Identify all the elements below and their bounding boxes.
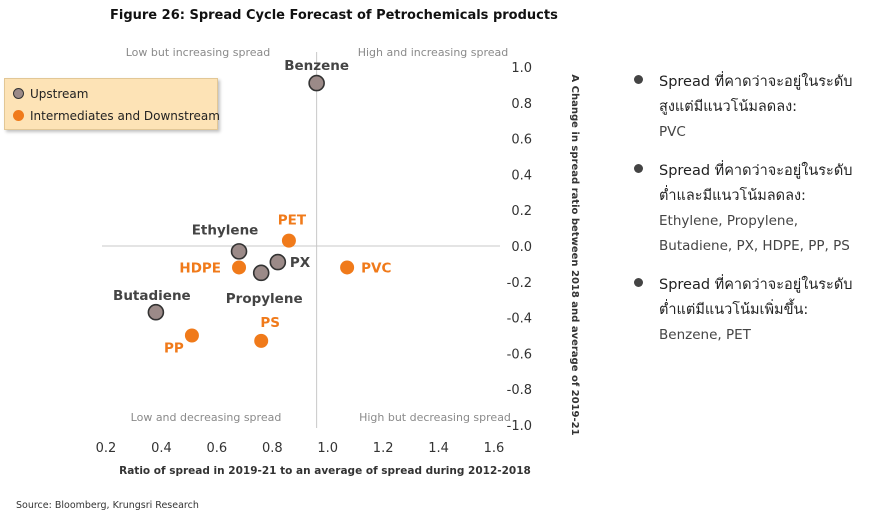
y-tick-label: 0.6 — [511, 133, 532, 148]
quadrant-label-bottom-right: High but decreasing spread — [359, 411, 511, 424]
point-propylene — [252, 264, 270, 282]
downstream-swatch — [13, 110, 24, 121]
note-item: Spread ที่คาดว่าจะอยู่ในระดับต่ำและมีแนว… — [632, 159, 864, 259]
point-label-butadiene: Butadiene — [113, 288, 191, 304]
x-axis-label: Ratio of spread in 2019-21 to an average… — [119, 465, 531, 477]
chart-legend: Upstream Intermediates and Downstream — [4, 78, 220, 130]
y-axis-ticks: 1.0 0.8 0.6 0.4 0.2 0.0 -0.2 -0.4 -0.6 -0.8 -1.0 — [507, 61, 532, 434]
y-tick-label: -1.0 — [507, 419, 532, 434]
x-tick-label: 1.2 — [373, 441, 394, 456]
data-points — [147, 74, 355, 348]
note-heading: Spread ที่คาดว่าจะอยู่ในระดับต่ำแต่มีแนว… — [659, 277, 853, 318]
x-tick-label: 0.8 — [262, 441, 283, 456]
point-label-pp: PP — [164, 341, 184, 357]
bullet-icon — [634, 278, 643, 287]
point-hdpe — [232, 260, 247, 275]
x-tick-label: 0.2 — [96, 441, 117, 456]
data-point-labels: Benzene Ethylene PX Propylene Butadiene PET HD… — [113, 58, 391, 356]
chart-title: Figure 26: Spread Cycle Forecast of Petr… — [110, 8, 558, 23]
y-tick-label: -0.2 — [507, 276, 532, 291]
point-label-ps: PS — [260, 315, 280, 331]
bullet-icon — [634, 164, 643, 173]
point-ethylene — [230, 243, 248, 260]
quadrant-label-top-right: High and increasing spread — [358, 46, 509, 59]
legend-label-downstream: Intermediates and Downstream — [30, 109, 220, 123]
legend-item-downstream: Intermediates and Downstream — [13, 108, 220, 124]
quadrant-label-top-left: Low but increasing spread — [126, 46, 271, 59]
y-tick-label: 0.2 — [511, 204, 532, 219]
x-tick-label: 0.4 — [151, 441, 172, 456]
y-tick-label: 0.8 — [511, 97, 532, 112]
note-products: Ethylene, Propylene, Butadiene, PX, HDPE… — [659, 213, 850, 254]
point-pet — [281, 233, 296, 248]
point-label-ethylene: Ethylene — [192, 222, 259, 238]
x-tick-label: 1.0 — [317, 441, 338, 456]
upstream-swatch — [13, 88, 24, 99]
x-axis-ticks: 0.2 0.4 0.6 0.8 1.0 1.2 1.4 1.6 — [96, 441, 505, 456]
y-tick-label: -0.6 — [507, 347, 532, 362]
point-label-px: PX — [290, 255, 311, 271]
quadrant-label-bottom-left: Low and decreasing spread — [131, 411, 282, 424]
y-tick-label: 0.4 — [511, 168, 532, 183]
legend-item-upstream: Upstream — [13, 86, 88, 102]
notes-list: Spread ที่คาดว่าจะอยู่ในระดับสูงแต่มีแนว… — [632, 70, 864, 362]
bullet-icon — [634, 75, 643, 84]
y-tick-label: -0.4 — [507, 312, 532, 327]
note-products: Benzene, PET — [659, 327, 751, 343]
y-axis-label: A Change in spread ratio between 2018 an… — [569, 74, 580, 435]
point-label-hdpe: HDPE — [179, 260, 221, 276]
point-label-propylene: Propylene — [226, 291, 303, 307]
x-tick-label: 0.6 — [207, 441, 228, 456]
quadrant-dividers — [102, 52, 500, 428]
point-label-benzene: Benzene — [284, 58, 349, 74]
x-tick-label: 1.4 — [428, 441, 449, 456]
y-tick-label: 0.0 — [511, 240, 532, 255]
note-item: Spread ที่คาดว่าจะอยู่ในระดับสูงแต่มีแนว… — [632, 70, 864, 145]
point-label-pet: PET — [278, 213, 307, 229]
point-px — [269, 253, 287, 271]
note-heading: Spread ที่คาดว่าจะอยู่ในระดับต่ำและมีแนว… — [659, 163, 853, 204]
source-note: Source: Bloomberg, Krungsri Research — [16, 500, 199, 511]
y-tick-label: -0.8 — [507, 383, 532, 398]
point-butadiene — [147, 303, 165, 321]
point-pvc — [340, 260, 355, 275]
point-ps — [254, 333, 269, 348]
point-pp — [184, 328, 199, 343]
note-products: PVC — [659, 124, 686, 140]
point-benzene — [308, 74, 325, 92]
note-heading: Spread ที่คาดว่าจะอยู่ในระดับสูงแต่มีแนว… — [659, 74, 853, 115]
legend-label-upstream: Upstream — [30, 87, 89, 101]
point-label-pvc: PVC — [361, 260, 391, 276]
y-tick-label: 1.0 — [511, 61, 532, 76]
scatter-chart: Low but increasing spread High and increa… — [96, 46, 580, 477]
quadrant-labels: Low but increasing spread High and increa… — [126, 46, 511, 424]
x-tick-label: 1.6 — [484, 441, 505, 456]
note-item: Spread ที่คาดว่าจะอยู่ในระดับต่ำแต่มีแนว… — [632, 273, 864, 348]
